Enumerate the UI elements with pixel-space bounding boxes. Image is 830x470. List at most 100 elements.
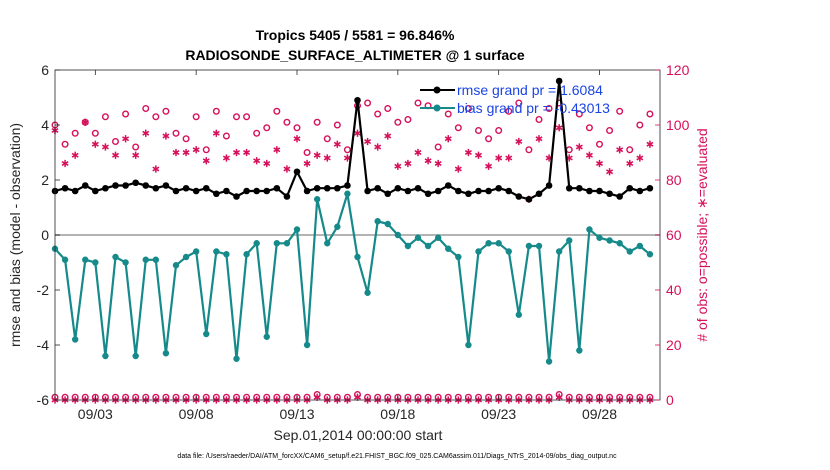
rmse-point xyxy=(102,184,109,192)
y-tick-label: -4 xyxy=(37,337,50,353)
bias-point xyxy=(636,242,644,250)
bias-point xyxy=(102,352,109,360)
possible-point xyxy=(475,126,483,134)
rmse-point xyxy=(475,187,482,195)
possible-point xyxy=(152,113,160,121)
evaluated-point xyxy=(646,140,654,148)
rmse-point xyxy=(323,184,331,192)
y2-tick-label: 0 xyxy=(666,392,674,408)
evaluated-point xyxy=(61,159,69,168)
evaluated-point xyxy=(81,118,89,126)
possible-point xyxy=(91,129,99,137)
bias-point xyxy=(576,347,583,354)
evaluated-point xyxy=(273,146,281,154)
possible-point xyxy=(444,110,452,118)
y-tick-label: 2 xyxy=(41,172,49,188)
legend-rmse-marker xyxy=(433,86,441,94)
x-tick-label: 09/03 xyxy=(78,406,113,422)
chart-title-line-2: RADIOSONDE_SURFACE_ALTIMETER @ 1 surface xyxy=(185,47,525,63)
possible-point xyxy=(283,118,291,126)
rmse-point xyxy=(636,187,644,195)
possible-point xyxy=(293,124,301,132)
evaluated-point xyxy=(152,165,160,173)
rmse-point xyxy=(545,182,553,189)
bias-point xyxy=(495,240,502,247)
rmse-point xyxy=(596,187,603,195)
evaluated-point xyxy=(596,159,603,168)
possible-point xyxy=(132,143,140,151)
rmse-point xyxy=(313,184,321,192)
rmse-point xyxy=(243,187,250,195)
bias-point xyxy=(182,253,190,261)
evaluated-point xyxy=(505,154,513,162)
rmse-point xyxy=(122,182,129,189)
y-tick-label: 0 xyxy=(41,227,49,243)
possible-point xyxy=(636,121,644,129)
possible-point xyxy=(606,126,614,134)
bias-point xyxy=(233,355,240,362)
bias-point xyxy=(626,248,633,255)
rmse-point xyxy=(81,182,89,189)
left-series-layer xyxy=(51,77,654,365)
rmse-point xyxy=(354,96,361,104)
rmse-point xyxy=(586,187,593,195)
bias-point xyxy=(61,256,69,263)
bias-point xyxy=(566,237,573,244)
evaluated-point xyxy=(162,132,170,140)
x-tick-label: 09/23 xyxy=(481,406,516,422)
bias-point xyxy=(213,248,220,255)
rmse-point xyxy=(303,187,311,195)
x-tick-label: 09/28 xyxy=(582,406,617,422)
bias-point xyxy=(132,352,139,360)
evaluated-point xyxy=(91,140,99,148)
possible-point xyxy=(182,135,190,143)
bias-point xyxy=(535,242,543,250)
possible-point xyxy=(434,143,442,151)
evaluated-point xyxy=(233,148,240,157)
bias-point xyxy=(283,240,291,247)
possible-point xyxy=(313,118,321,126)
rmse-point xyxy=(273,184,281,192)
bias-point xyxy=(82,256,89,263)
possible-point xyxy=(585,124,593,132)
possible-point xyxy=(162,107,170,115)
legend-rmse-label: rmse grand pr = 1.6084 xyxy=(457,82,603,98)
possible-point xyxy=(404,115,412,123)
bias-point xyxy=(394,231,402,239)
possible-point xyxy=(192,113,200,121)
rmse-point xyxy=(202,184,210,192)
bias-point xyxy=(485,240,492,247)
possible-point xyxy=(545,104,553,112)
rmse-point xyxy=(233,193,240,200)
evaluated-point xyxy=(142,129,150,137)
x-tick-label: 09/13 xyxy=(279,406,314,422)
rmse-point xyxy=(485,187,492,195)
evaluated-point xyxy=(616,146,624,154)
bias-point xyxy=(223,251,230,258)
bias-point xyxy=(525,242,533,250)
possible-point xyxy=(384,104,392,112)
evaluated-point xyxy=(404,159,412,168)
x-axis-label: Sep.01,2014 00:00:00 start xyxy=(274,427,443,443)
bias-point xyxy=(162,350,170,357)
bias-point xyxy=(374,218,381,225)
evaluated-point xyxy=(515,137,523,146)
evaluated-bottom-point xyxy=(555,393,563,401)
possible-point xyxy=(142,104,150,112)
rmse-point xyxy=(394,184,402,192)
rmse-point xyxy=(162,182,170,189)
bias-point xyxy=(192,248,200,255)
evaluated-point xyxy=(172,148,180,157)
evaluated-point xyxy=(354,129,361,137)
y-tick-label: -2 xyxy=(37,282,50,298)
evaluated-point xyxy=(575,143,583,151)
rmse-point xyxy=(525,195,533,203)
bias-point xyxy=(364,289,371,296)
evaluated-point xyxy=(636,154,644,162)
possible-point xyxy=(646,110,654,118)
evaluated-point xyxy=(535,135,543,143)
evaluated-point xyxy=(303,159,311,168)
bias-point xyxy=(616,240,623,247)
bias-point xyxy=(515,311,523,318)
